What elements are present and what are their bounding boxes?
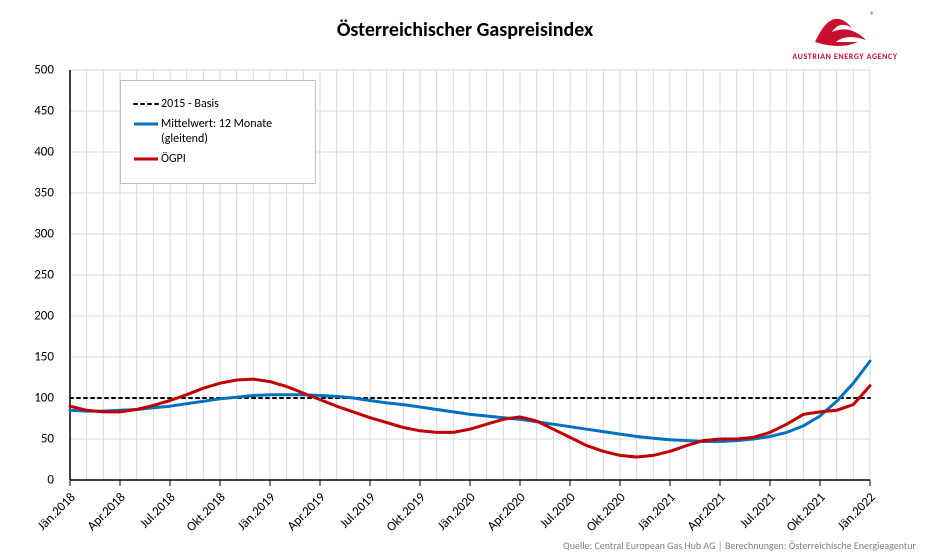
- source-text: Quelle: Central European Gas Hub AG │ Be…: [563, 539, 916, 552]
- x-axis-label: Okt.2020: [584, 490, 629, 535]
- x-axis-label: Jän.2018: [35, 490, 79, 534]
- y-axis-label: 350: [0, 186, 54, 201]
- x-axis-label: Jul.2019: [337, 490, 378, 531]
- legend: 2015 - Basis Mittelwert: 12 Monate (gleit…: [120, 80, 316, 184]
- x-axis-label: Jän.2020: [435, 490, 479, 534]
- x-axis-label: Apr.2020: [485, 490, 529, 534]
- brand-logo: ® AUSTRIAN ENERGY AGENCY: [780, 10, 910, 62]
- x-axis-label: Jän.2021: [635, 490, 679, 534]
- y-axis-label: 500: [0, 63, 54, 78]
- x-axis-label: Apr.2019: [285, 490, 329, 534]
- svg-text:®: ®: [870, 10, 875, 21]
- x-axis-label: Jul.2021: [737, 490, 778, 531]
- y-axis-label: 0: [0, 473, 54, 488]
- y-axis-label: 200: [0, 309, 54, 324]
- x-axis-label: Jän.2022: [835, 490, 879, 534]
- y-axis-label: 400: [0, 145, 54, 160]
- x-axis-label: Okt.2018: [184, 490, 229, 535]
- x-axis-label: Jän.2019: [235, 490, 279, 534]
- chart-area: 050100150200250300350400450500 Jän.2018A…: [60, 60, 880, 490]
- legend-baseline: 2015 - Basis: [133, 97, 303, 111]
- logo-mark: ®: [810, 10, 880, 50]
- y-axis-label: 300: [0, 227, 54, 242]
- x-axis-label: Okt.2019: [384, 490, 429, 535]
- legend-series-1-swatch: [133, 152, 161, 166]
- x-axis-label: Jul.2018: [137, 490, 178, 531]
- legend-series-0-swatch: [133, 117, 161, 131]
- x-axis-label: Apr.2018: [85, 490, 129, 534]
- legend-series-1-label: ÖGPI: [161, 152, 303, 166]
- legend-baseline-label: 2015 - Basis: [161, 97, 303, 111]
- legend-baseline-swatch: [133, 97, 161, 111]
- y-axis-label: 100: [0, 391, 54, 406]
- legend-series-0-label: Mittelwert: 12 Monate (gleitend): [161, 117, 303, 146]
- legend-series-1: ÖGPI: [133, 152, 303, 166]
- legend-series-0: Mittelwert: 12 Monate (gleitend): [133, 117, 303, 146]
- y-axis-label: 50: [0, 432, 54, 447]
- y-axis-label: 150: [0, 350, 54, 365]
- y-axis-label: 250: [0, 268, 54, 283]
- x-axis-label: Jul.2020: [537, 490, 578, 531]
- y-axis-label: 450: [0, 104, 54, 119]
- x-axis-label: Apr.2021: [685, 490, 729, 534]
- x-axis-label: Okt.2021: [784, 490, 829, 535]
